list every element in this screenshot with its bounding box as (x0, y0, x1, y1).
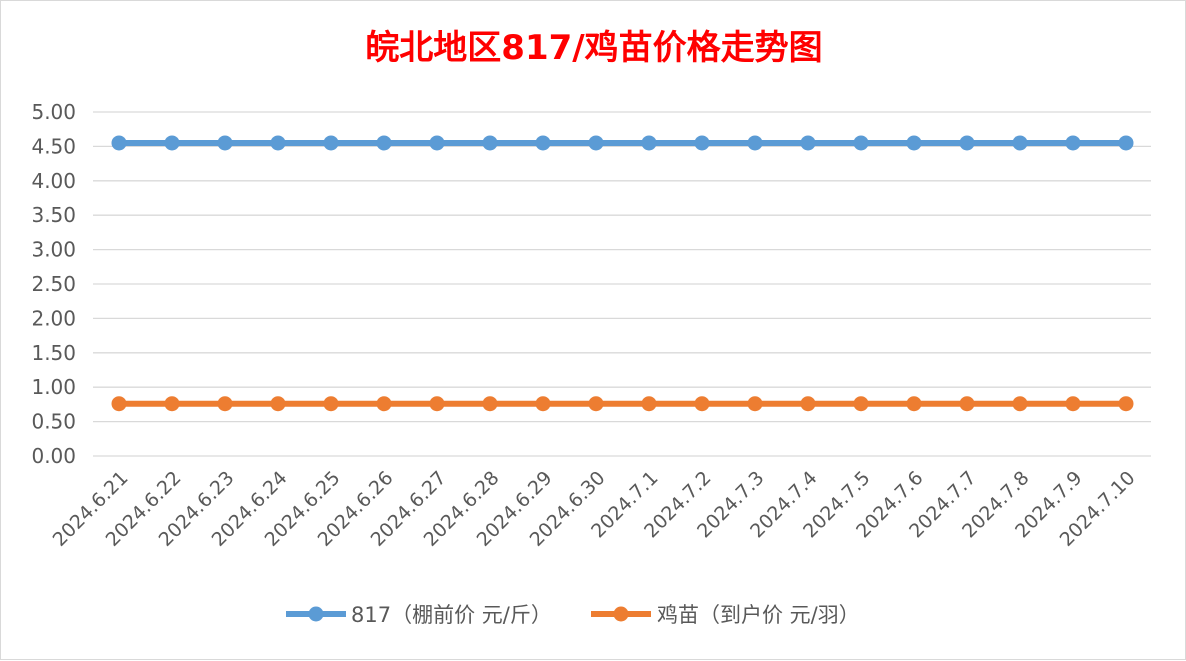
y-tick-label: 4.00 (31, 169, 76, 193)
data-point (694, 135, 710, 151)
data-point (164, 135, 180, 151)
series-1 (111, 135, 1134, 151)
series-lines (111, 135, 1134, 412)
y-tick-label: 5.00 (31, 100, 76, 124)
data-point (429, 135, 445, 151)
y-tick-label: 4.50 (31, 134, 76, 158)
data-point (111, 396, 127, 412)
data-point (482, 396, 498, 412)
legend-item: 鸡苗（到户价 元/羽） (591, 603, 860, 627)
series-2 (111, 396, 1134, 412)
data-point (853, 135, 869, 151)
data-point (694, 396, 710, 412)
data-point (1065, 396, 1081, 412)
data-point (323, 396, 339, 412)
data-point (1065, 135, 1081, 151)
data-point (641, 135, 657, 151)
data-point (535, 396, 551, 412)
data-point (217, 135, 233, 151)
data-point (959, 396, 975, 412)
data-point (747, 135, 763, 151)
data-point (1118, 135, 1134, 151)
data-point (1118, 396, 1134, 412)
y-tick-label: 0.00 (31, 444, 76, 468)
data-point (1012, 135, 1028, 151)
gridlines (93, 111, 1151, 457)
y-tick-label: 3.50 (31, 203, 76, 227)
data-point (111, 135, 127, 151)
data-point (323, 135, 339, 151)
data-point (482, 135, 498, 151)
legend-label: 817（棚前价 元/斤） (351, 603, 552, 627)
data-point (376, 396, 392, 412)
data-point (747, 396, 763, 412)
data-point (376, 135, 392, 151)
y-tick-label: 3.00 (31, 238, 76, 262)
data-point (217, 396, 233, 412)
legend-label: 鸡苗（到户价 元/羽） (657, 603, 860, 627)
data-point (535, 135, 551, 151)
data-point (906, 135, 922, 151)
x-axis-tick-labels: 2024.6.212024.6.222024.6.232024.6.242024… (49, 467, 1140, 551)
y-tick-label: 0.50 (31, 410, 76, 434)
data-point (588, 396, 604, 412)
data-point (906, 396, 922, 412)
data-point (800, 135, 816, 151)
legend-marker (613, 606, 629, 622)
y-tick-label: 2.00 (31, 306, 76, 330)
data-point (429, 396, 445, 412)
y-axis-tick-labels: 0.00 0.50 1.00 1.50 2.00 2.50 3.00 3.50 4.00 4.50… (31, 100, 76, 468)
data-point (800, 396, 816, 412)
data-point (588, 135, 604, 151)
data-point (1012, 396, 1028, 412)
data-point (959, 135, 975, 151)
y-tick-label: 1.50 (31, 341, 76, 365)
legend-item: 817（棚前价 元/斤） (286, 603, 552, 627)
data-point (270, 396, 286, 412)
chart-title: 皖北地区817/鸡苗价格走势图 (365, 28, 822, 68)
data-point (641, 396, 657, 412)
legend: 817（棚前价 元/斤） 鸡苗（到户价 元/羽） (286, 603, 860, 627)
data-point (164, 396, 180, 412)
y-tick-label: 2.50 (31, 272, 76, 296)
data-point (270, 135, 286, 151)
legend-marker (308, 606, 324, 622)
data-point (853, 396, 869, 412)
y-tick-label: 1.00 (31, 375, 76, 399)
